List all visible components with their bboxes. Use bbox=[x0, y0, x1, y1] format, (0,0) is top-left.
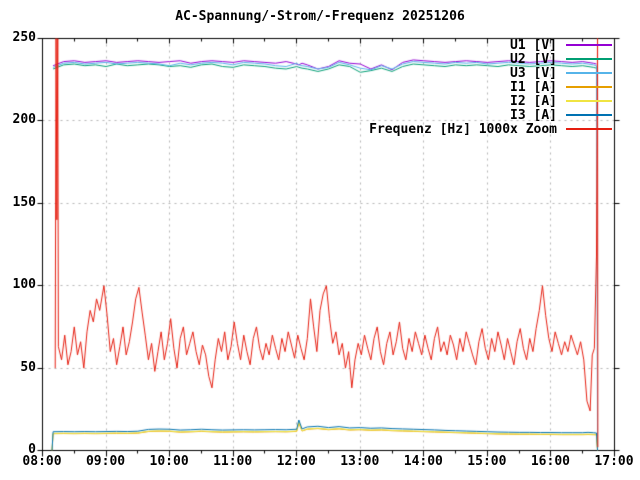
y-tick-label: 250 bbox=[12, 30, 36, 45]
x-tick-label: 12:00 bbox=[276, 454, 316, 469]
x-tick-label: 14:00 bbox=[403, 454, 443, 469]
legend-entry-label: Frequenz [Hz] 1000x Zoom bbox=[369, 121, 557, 137]
legend-entry-label: U3 [V] bbox=[510, 65, 557, 81]
y-tick-label: 100 bbox=[12, 277, 36, 293]
legend-entry: U3 [V] bbox=[369, 65, 612, 81]
x-tick-label: 16:00 bbox=[530, 454, 570, 469]
legend-line-sample bbox=[566, 114, 612, 116]
legend-line-sample bbox=[566, 58, 612, 60]
x-tick-label: 11:00 bbox=[213, 454, 253, 469]
legend-line-sample bbox=[566, 128, 612, 130]
legend-entry: U1 [V] bbox=[369, 37, 612, 53]
legend-entry-label: I1 [A] bbox=[510, 79, 557, 95]
y-tick-label: 0 bbox=[28, 442, 36, 457]
x-tick-label: 15:00 bbox=[467, 454, 507, 469]
legend: U1 [V] U2 [V] U3 [V] I1 [A] I2 [A] I3 [A] Freq… bbox=[369, 37, 612, 137]
y-tick-label: 150 bbox=[12, 194, 36, 210]
x-tick-label: 08:00 bbox=[22, 454, 62, 469]
x-tick-label: 13:00 bbox=[340, 454, 380, 469]
x-tick-label: 10:00 bbox=[149, 454, 189, 469]
legend-entry-label: I2 [A] bbox=[510, 93, 557, 109]
legend-entry: I1 [A] bbox=[369, 79, 612, 95]
legend-line-sample bbox=[566, 86, 612, 88]
legend-entry: Frequenz [Hz] 1000x Zoom bbox=[369, 121, 612, 137]
legend-entry: I2 [A] bbox=[369, 93, 612, 109]
x-tick-label: 17:00 bbox=[594, 454, 634, 469]
legend-line-sample bbox=[566, 44, 612, 46]
y-tick-label: 50 bbox=[20, 359, 36, 375]
legend-entry-label: U2 [V] bbox=[510, 51, 557, 67]
legend-entry-label: I3 [A] bbox=[510, 107, 557, 123]
x-tick-label: 09:00 bbox=[85, 454, 126, 469]
legend-entry: I3 [A] bbox=[369, 107, 612, 123]
legend-line-sample bbox=[566, 100, 612, 102]
y-tick-label: 200 bbox=[12, 112, 36, 128]
chart-title: AC-Spannung/-Strom/-Frequenz 20251206 bbox=[175, 9, 465, 24]
legend-entry-label: U1 [V] bbox=[510, 37, 557, 53]
legend-entry: U2 [V] bbox=[369, 51, 612, 67]
legend-line-sample bbox=[566, 72, 612, 74]
